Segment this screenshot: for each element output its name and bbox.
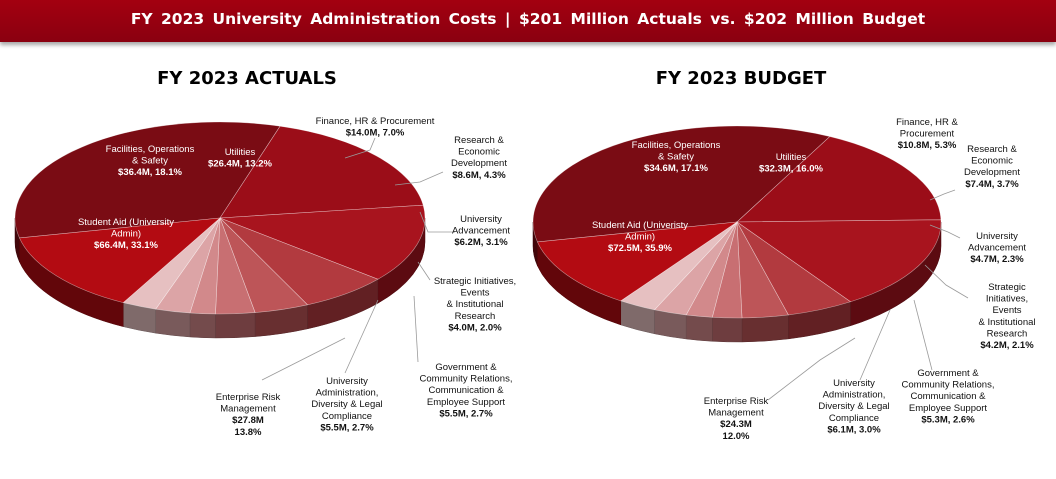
slice-label: Facilities, Operations & Safety $36.4M, 18…	[106, 144, 195, 178]
slice-label: Enterprise Risk Management $27.8M 13.8%	[216, 392, 281, 438]
leader-line	[767, 337, 856, 401]
leader-line	[419, 211, 455, 233]
slice-label: Utilities $32.3M, 16.0%	[759, 152, 823, 175]
slice-label: Finance, HR & Procurement $10.8M, 5.3%	[896, 117, 958, 151]
pie-slice	[19, 217, 221, 303]
leader-line	[394, 171, 444, 186]
slice-label: Research & Economic Development $7.4M, 3.7%	[964, 144, 1020, 190]
slice-label: Research & Economic Development $8.6M, 4.3%	[451, 135, 507, 181]
leader-line	[859, 309, 891, 381]
slice-label: Enterprise Risk Management $24.3M 12.0%	[704, 396, 769, 442]
pie-slice-side	[712, 317, 743, 343]
pie-slice	[219, 125, 424, 219]
page-banner: FY 2023 University Administration Costs …	[0, 0, 1056, 42]
slice-label: Student Aid (University Admin) $66.4M, 33.…	[78, 217, 174, 251]
chart-title: FY 2023 BUDGET	[656, 68, 827, 89]
slice-label: University Advancement $6.2M, 3.1%	[452, 214, 510, 248]
pie-slice-side	[155, 308, 191, 338]
slice-label: Finance, HR & Procurement $14.0M, 7.0%	[316, 116, 435, 139]
leader-line	[344, 137, 376, 159]
pie-slice	[219, 204, 426, 280]
pie-slice-side	[685, 314, 713, 342]
slice-label: Student Aid (Univeristy Admin) $72.5M, 35.…	[592, 220, 688, 254]
pie-slice-side	[215, 312, 256, 339]
leader-line	[913, 299, 933, 371]
leader-line	[261, 337, 346, 381]
pie-slice	[537, 221, 738, 302]
slice-label: Government & Community Relations, Communic…	[902, 368, 995, 425]
slice-label: Facilities, Operations & Safety $34.6M, 17…	[632, 140, 721, 174]
slice-label: University Administration, Diversity & Leg…	[311, 376, 382, 433]
pie-slice-side	[189, 312, 216, 339]
pie-chart-actuals: FY 2023 ACTUALS Student Aid (University Ad…	[14, 68, 516, 438]
pie-slice	[736, 136, 942, 223]
pie-chart-budget: FY 2023 BUDGET Student Aid (Univeristy Adm…	[532, 68, 1036, 442]
leader-line	[413, 295, 419, 363]
leader-line	[417, 261, 431, 281]
pie-slice	[14, 121, 281, 239]
leader-line	[924, 264, 969, 299]
slice-label: Utilities $26.4M, 13.2%	[208, 147, 272, 170]
slice-label: University Advancement $4.7M, 2.3%	[968, 231, 1026, 265]
pie-slice	[532, 125, 831, 243]
slice-label: Strategic Initiatives, Events & Institution…	[978, 282, 1035, 351]
leader-line	[929, 189, 956, 201]
chart-title: FY 2023 ACTUALS	[157, 68, 337, 89]
leader-line	[344, 299, 379, 374]
slice-label: Strategic Initiatives, Events & Institutio…	[434, 276, 516, 333]
slice-label: University Administration, Diversity & Leg…	[818, 378, 889, 435]
pie-slice-side	[741, 314, 789, 343]
leader-line	[929, 224, 961, 239]
slice-label: Government & Community Relations, Communic…	[420, 362, 513, 419]
